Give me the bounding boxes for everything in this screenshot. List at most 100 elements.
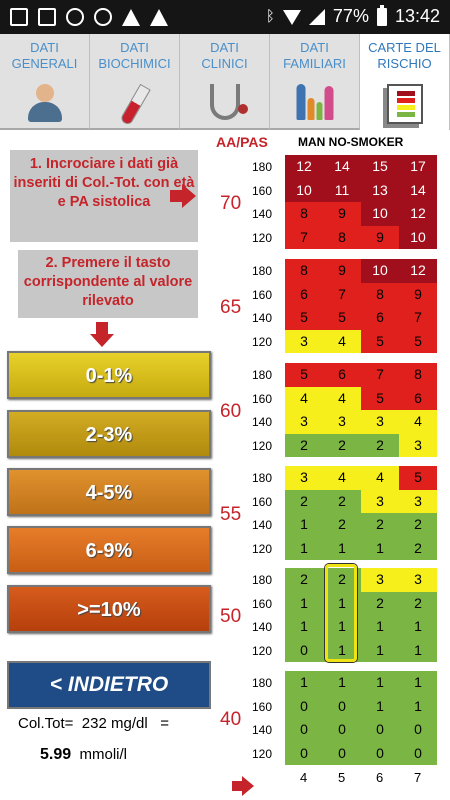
risk-cell: 1 — [285, 671, 323, 695]
cholesterol-mgdl: Col.Tot= 232 mg/dl = — [18, 715, 169, 732]
tab-dati-clinici[interactable]: DATI CLINICI — [180, 34, 270, 130]
signal-icon — [308, 8, 325, 25]
risk-cell: 1 — [323, 591, 361, 615]
risk-cell: 8 — [323, 225, 361, 249]
tab-dati-generali[interactable]: DATI GENERALI — [0, 34, 90, 130]
risk-button-10-plus[interactable]: >=10% — [7, 585, 211, 633]
risk-cell: 9 — [323, 202, 361, 226]
pas-tick-120: 120 — [252, 438, 273, 453]
x-tick-5: 5 — [338, 770, 346, 785]
risk-cell: 4 — [361, 466, 399, 490]
pas-tick-120: 120 — [252, 643, 273, 658]
pas-tick-180: 180 — [252, 676, 273, 690]
risk-cell: 8 — [285, 259, 323, 283]
risk-button-2-3[interactable]: 2-3% — [7, 410, 211, 458]
pas-tick-160: 160 — [252, 494, 273, 509]
risk-cell: 3 — [399, 489, 437, 513]
x-tick-6: 6 — [376, 770, 384, 785]
pas-tick-120: 120 — [252, 746, 273, 761]
age-label-50: 50 — [220, 606, 242, 627]
pas-tick-160: 160 — [252, 391, 273, 406]
risk-cell: 2 — [361, 433, 399, 457]
battery-icon — [376, 4, 387, 26]
risk-cell: 1 — [323, 536, 361, 560]
risk-cell: 5 — [361, 329, 399, 353]
risk-cell: 2 — [399, 536, 437, 560]
risk-cell: 1 — [323, 671, 361, 695]
risk-button-4-5[interactable]: 4-5% — [7, 468, 211, 516]
risk-cell: 12 — [285, 155, 323, 179]
vpn-icon — [94, 8, 112, 26]
risk-cell: 1 — [323, 615, 361, 639]
risk-cell: 15 — [361, 155, 399, 179]
risk-cell: 7 — [285, 225, 323, 249]
pas-tick-180: 180 — [252, 471, 273, 485]
risk-cell: 3 — [361, 410, 399, 434]
risk-cell: 6 — [399, 386, 437, 410]
pas-tick-180: 180 — [252, 368, 273, 382]
warning-icon — [122, 8, 140, 26]
age-label-55: 55 — [220, 504, 242, 525]
risk-cell: 5 — [361, 386, 399, 410]
pas-tick-140: 140 — [252, 415, 273, 429]
risk-cell: 17 — [399, 155, 437, 179]
tab-carte-del-rischio[interactable]: CARTE DEL RISCHIO — [360, 34, 450, 130]
risk-cell: 3 — [323, 410, 361, 434]
warning-icon-2 — [150, 8, 168, 26]
risk-cell: 8 — [285, 202, 323, 226]
back-button[interactable]: < INDIETRO — [7, 661, 211, 709]
instruction-step-2: 2. Premere il tasto corrispondente al va… — [18, 250, 198, 318]
risk-cell: 1 — [285, 591, 323, 615]
pas-tick-180: 180 — [252, 573, 273, 587]
highlighted-cell-column — [325, 564, 357, 662]
tab-dati-biochimici[interactable]: DATI BIOCHIMICI — [90, 34, 180, 130]
instruction-step-1: 1. Incrociare i dati già inseriti di Col… — [10, 150, 198, 242]
risk-cell: 0 — [361, 741, 399, 765]
risk-cell: 9 — [323, 259, 361, 283]
risk-cell: 3 — [361, 568, 399, 592]
risk-cell: 4 — [285, 386, 323, 410]
pas-tick-140: 140 — [252, 620, 273, 634]
pas-tick-120: 120 — [252, 334, 273, 349]
pas-tick-160: 160 — [252, 183, 273, 198]
risk-cell: 10 — [361, 202, 399, 226]
risk-cell: 0 — [285, 638, 323, 662]
risk-cell: 2 — [323, 433, 361, 457]
risk-cell: 1 — [285, 513, 323, 537]
risk-button-0-1[interactable]: 0-1% — [7, 351, 211, 399]
risk-cell: 10 — [399, 225, 437, 249]
pas-tick-120: 120 — [252, 541, 273, 556]
test-tube-icon — [118, 83, 151, 127]
chart-ylabel: AA/PAS — [216, 134, 268, 150]
risk-chart-icon — [386, 84, 423, 124]
risk-cell: 2 — [323, 568, 361, 592]
risk-cell: 6 — [285, 282, 323, 306]
chart-title: MAN NO-SMOKER — [298, 135, 404, 149]
risk-cell: 9 — [399, 282, 437, 306]
risk-cell: 3 — [285, 466, 323, 490]
risk-cell: 1 — [285, 615, 323, 639]
age-label-65: 65 — [220, 297, 242, 318]
risk-cell: 12 — [399, 202, 437, 226]
risk-cell: 5 — [323, 306, 361, 330]
risk-button-6-9[interactable]: 6-9% — [7, 526, 211, 574]
bluetooth-icon: ᛒ — [265, 8, 275, 25]
risk-cell: 3 — [285, 410, 323, 434]
tab-dati-familiari[interactable]: DATI FAMILIARI — [270, 34, 360, 130]
risk-cell: 1 — [399, 615, 437, 639]
risk-cell: 9 — [361, 225, 399, 249]
family-icon — [296, 84, 333, 120]
age-label-70: 70 — [220, 193, 242, 214]
risk-cell: 1 — [323, 638, 361, 662]
risk-cell: 13 — [361, 178, 399, 202]
cholesterol-mmol: 5.99 mmoli/l — [40, 746, 127, 763]
pas-tick-120: 120 — [252, 230, 273, 245]
notification-icon — [10, 8, 28, 26]
risk-cell: 1 — [361, 671, 399, 695]
risk-cell: 2 — [323, 489, 361, 513]
sync-icon — [66, 8, 84, 26]
risk-cell: 8 — [399, 363, 437, 387]
age-label-60: 60 — [220, 401, 242, 422]
